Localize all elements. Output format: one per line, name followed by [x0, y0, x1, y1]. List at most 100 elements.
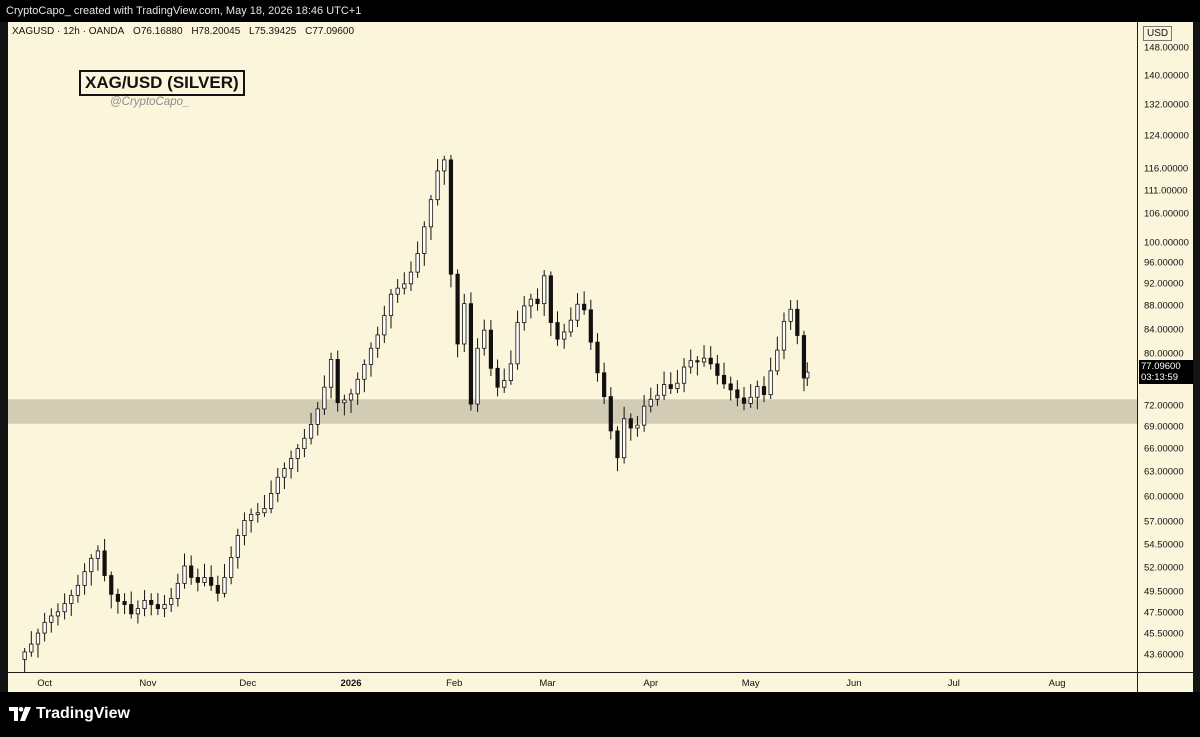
- time-tick: Dec: [239, 678, 257, 689]
- candle: [202, 563, 207, 587]
- price-tick: 124.00000: [1144, 130, 1189, 142]
- price-tick: 148.00000: [1144, 42, 1189, 54]
- candle: [681, 358, 687, 393]
- candle: [322, 375, 327, 415]
- price-tick: 47.50000: [1144, 607, 1184, 619]
- candle: [522, 296, 527, 331]
- time-tick: Nov: [139, 678, 157, 689]
- candle: [428, 194, 434, 241]
- price-tick: 100.00000: [1144, 237, 1189, 249]
- candle: [741, 386, 747, 411]
- candle: [805, 362, 810, 387]
- time-tick: Jul: [947, 678, 960, 689]
- candle: [635, 415, 640, 437]
- candle: [502, 368, 507, 393]
- symbol-info: XAGUSD · 12h · OANDA: [12, 26, 125, 37]
- price-tick: 80.00000: [1144, 348, 1184, 360]
- candle: [442, 155, 447, 185]
- price-tick: 111.00000: [1144, 185, 1188, 197]
- time-tick: May: [741, 678, 760, 689]
- candle: [29, 631, 34, 657]
- candle: [255, 503, 260, 523]
- candle: [155, 593, 160, 616]
- candle: [562, 323, 567, 349]
- candle: [688, 349, 693, 374]
- candle: [448, 155, 454, 288]
- time-tick: Mar: [539, 678, 556, 689]
- candle: [328, 352, 334, 399]
- candle: [95, 545, 101, 571]
- candle: [55, 603, 61, 626]
- candle: [788, 300, 793, 330]
- price-tick: 52.00000: [1144, 562, 1184, 574]
- candle: [695, 356, 700, 376]
- candle: [488, 320, 494, 376]
- candle: [149, 593, 154, 616]
- price-tick: 66.00000: [1144, 443, 1184, 455]
- price-axis[interactable]: USD 148.00000 140.00000 132.00000 124.00000…: [1137, 22, 1193, 672]
- candle: [195, 568, 200, 592]
- price-tick: 72.00000: [1144, 400, 1184, 412]
- candle: [482, 319, 487, 356]
- candle: [408, 261, 414, 291]
- candle: [315, 401, 320, 436]
- time-tick: Oct: [37, 678, 53, 689]
- candle: [548, 271, 553, 337]
- candle: [595, 333, 600, 382]
- price-tick: 106.00000: [1144, 208, 1189, 220]
- tradingview-logo[interactable]: TradingView: [9, 705, 130, 723]
- candle: [49, 608, 54, 633]
- candle: [582, 291, 587, 315]
- candle: [368, 342, 374, 377]
- candle: [462, 293, 467, 353]
- chart-plot-area[interactable]: XAGUSD · 12h · OANDA O76.16880 H78.20045…: [8, 22, 1137, 672]
- candle: [515, 310, 520, 370]
- candle: [648, 387, 653, 413]
- price-tick: 69.00000: [1144, 421, 1184, 433]
- candle: [642, 394, 647, 432]
- axis-corner: [1137, 672, 1193, 693]
- candle: [342, 394, 347, 416]
- candle: [761, 376, 767, 403]
- currency-label[interactable]: USD: [1143, 26, 1173, 41]
- price-tick: 49.50000: [1144, 586, 1184, 598]
- candle: [282, 462, 287, 489]
- candle: [668, 372, 673, 394]
- price-tick: 84.00000: [1144, 324, 1184, 336]
- candle: [615, 426, 620, 472]
- time-tick: Apr: [643, 678, 659, 689]
- candle: [508, 350, 513, 385]
- candle: [781, 312, 787, 360]
- candle: [475, 338, 480, 412]
- candle: [182, 553, 187, 589]
- candle: [455, 269, 460, 358]
- candle: [169, 587, 174, 612]
- candle: [122, 593, 127, 615]
- candle: [215, 575, 220, 602]
- candle: [415, 241, 420, 278]
- candle: [748, 384, 753, 408]
- time-axis[interactable]: Oct Nov Dec 2026 Feb Mar Apr May Jun Jul Aug: [8, 672, 1137, 693]
- candle: [735, 380, 740, 407]
- candle: [102, 538, 107, 582]
- candle: [422, 221, 427, 266]
- candle: [129, 591, 134, 619]
- price-tick: 43.60000: [1144, 649, 1184, 661]
- close-value: C77.09600: [305, 26, 355, 37]
- attribution-text: CryptoCapo_ created with TradingView.com…: [6, 5, 362, 17]
- footer-bar: TradingView: [0, 692, 1200, 737]
- price-tick: 60.00000: [1144, 491, 1184, 503]
- candle: [275, 468, 280, 503]
- low-value: L75.39425: [249, 26, 297, 37]
- candle: [235, 528, 240, 569]
- candle: [22, 647, 27, 672]
- candle: [302, 428, 307, 458]
- last-price-badge: 77.09600 03:13:59: [1139, 360, 1193, 385]
- candle: [308, 412, 314, 445]
- candle: [701, 345, 707, 367]
- price-tick: 54.50000: [1144, 539, 1184, 550]
- candlestick-chart[interactable]: [8, 22, 1137, 672]
- candle: [375, 326, 380, 358]
- price-tick: 63.00000: [1144, 466, 1184, 478]
- candle: [262, 494, 267, 517]
